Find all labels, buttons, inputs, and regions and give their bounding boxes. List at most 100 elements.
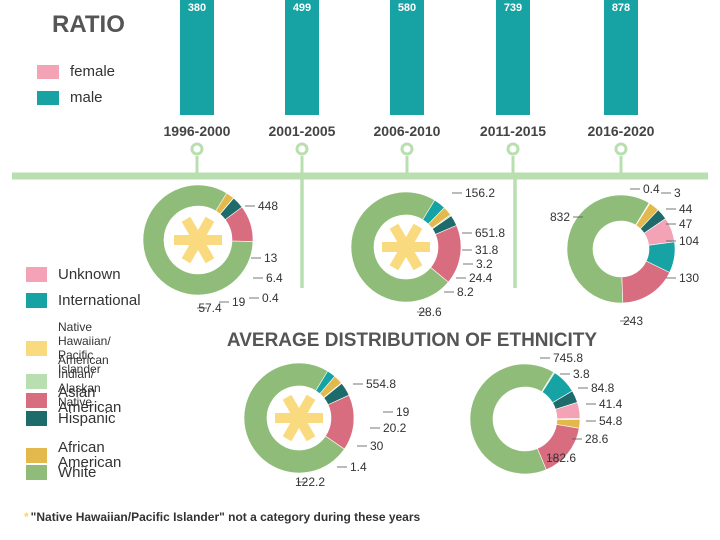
data-label: 28.6: [585, 432, 609, 446]
male-bar-value: 878: [612, 2, 630, 14]
american-indian-swatch: [26, 373, 47, 389]
footnote-star-icon: *: [24, 510, 29, 524]
american-indian-label: American Indian/Alaskan Native: [58, 353, 109, 409]
period-label-2011-2015: 2011-2015: [480, 123, 546, 139]
data-label: 243: [623, 314, 643, 328]
data-label: 57.4: [198, 301, 222, 315]
african-american-swatch: [26, 447, 47, 463]
slice-asian-american: [621, 260, 671, 304]
data-label: 554.8: [366, 377, 396, 391]
male-bar-value: 580: [398, 2, 416, 14]
asian-american-swatch: [26, 392, 47, 408]
female-label: female: [70, 63, 116, 80]
legend-african-american: African American: [26, 440, 121, 470]
data-label: 20.2: [383, 421, 407, 435]
unknown-swatch: [26, 267, 47, 282]
legend-native-hawaiian: Native Hawaiian/Pacific Islander: [26, 320, 111, 376]
data-label: 448: [258, 199, 278, 213]
data-label: 745.8: [553, 351, 583, 365]
timeline-marker: [506, 142, 520, 156]
data-label: 30: [370, 439, 384, 453]
slice-white: [566, 194, 650, 304]
male-bar-value: 499: [293, 2, 311, 14]
male-bar-1996-2000: [180, 0, 214, 115]
native-hawaiian-label-line2: Pacific Islander: [58, 348, 101, 376]
data-label: 130: [679, 271, 699, 285]
period-label-2001-2005: 2001-2005: [269, 123, 336, 139]
donut-chart-2006-2010: 554.819 20.2 301.4 122.2: [243, 362, 410, 489]
period-label-2006-2010: 2006-2010: [374, 123, 441, 139]
international-swatch: [26, 293, 47, 308]
timeline: [12, 172, 708, 288]
slice-asian-american: [430, 225, 462, 283]
data-label: 182.6: [546, 451, 576, 465]
ratio-title: RATIO: [52, 11, 125, 38]
data-label: 6.4: [266, 271, 283, 285]
data-label: 24.4: [469, 271, 493, 285]
asterisk-icon: [174, 216, 222, 264]
data-label: 28.6: [418, 305, 442, 319]
donut-chart-2011-2015: 745.8 3.884.8 41.4 54.8 28.6 182.6: [469, 351, 623, 475]
hispanic-swatch: [26, 411, 47, 426]
donut-chart-1996-2000: 448 13 6.4 19 0.4 57.4: [142, 184, 283, 315]
period-layer: 1996-2000 2001-2005 2006-2010 2011-2015 2016…: [164, 123, 655, 176]
hispanic-label: Hispanic: [58, 410, 116, 427]
data-label: 651.8: [475, 226, 505, 240]
american-indian-label-line2: Alaskan Native: [58, 381, 101, 409]
donut-chart-2001-2005: 651.8 31.83.224.48.2 28.6 156.2: [350, 186, 505, 319]
ratio-legend-female: female: [37, 64, 115, 79]
data-label: 8.2: [457, 285, 474, 299]
white-label: White: [58, 464, 97, 481]
data-label: 54.8: [599, 414, 623, 428]
data-label: 3: [674, 186, 681, 200]
timeline-marker: [614, 142, 628, 156]
data-label: 47: [679, 217, 693, 231]
slice-asian-american: [325, 394, 355, 450]
data-label: 84.8: [591, 381, 615, 395]
footnote: * "Native Hawaiian/Pacific Islander" not …: [24, 510, 420, 524]
legend-american-indian: American Indian/Alaskan Native: [26, 353, 109, 409]
female-swatch: [37, 64, 59, 79]
data-label: 104: [679, 234, 699, 248]
data-label: 156.2: [465, 186, 495, 200]
data-label: 13: [264, 251, 278, 265]
native-hawaiian-swatch: [26, 340, 47, 356]
data-label: 3.2: [476, 257, 493, 271]
data-label: 122.2: [295, 475, 325, 489]
male-bar-value: 380: [188, 2, 206, 14]
data-label: 41.4: [599, 397, 623, 411]
data-label: 19: [232, 295, 246, 309]
period-label-1996-2000: 1996-2000: [164, 123, 231, 139]
slice-asian-american: [537, 424, 580, 471]
legend-asian-american: Asian American: [26, 385, 121, 415]
data-label: 0.4: [262, 291, 279, 305]
donut-charts-layer: 448 13 6.4 19 0.4 57.4 651.8 31.83.224.48.2 28.6…: [142, 182, 699, 489]
slice-asian-american: [224, 206, 254, 242]
unknown-label: Unknown: [58, 266, 121, 283]
timeline-marker: [295, 142, 309, 156]
native-hawaiian-label-line1: Native Hawaiian/: [58, 320, 111, 348]
timeline-marker: [400, 142, 414, 156]
native-hawaiian-label: Native Hawaiian/Pacific Islander: [58, 320, 111, 376]
slice-white: [243, 362, 345, 474]
legend-white: White: [26, 465, 96, 480]
african-american-label: African American: [58, 439, 122, 471]
international-label: International: [58, 292, 141, 309]
asterisk-icon: [275, 394, 323, 442]
male-label: male: [70, 89, 103, 106]
slice-white: [350, 191, 449, 303]
ethnicity-title: AVERAGE DISTRIBUTION OF ETHNICITY: [227, 330, 597, 351]
legend-hispanic: Hispanic: [26, 411, 116, 426]
white-swatch: [26, 465, 47, 480]
timeline-marker: [190, 142, 204, 156]
data-label: 1.4: [350, 460, 367, 474]
footnote-text: "Native Hawaiian/Pacific Islander" not a…: [30, 510, 421, 524]
male-bars-layer: 380 499 580 739 878: [180, 0, 638, 115]
data-label: 44: [679, 202, 693, 216]
data-label: 31.8: [475, 243, 499, 257]
ratio-legend-male: male: [37, 90, 103, 105]
male-bar-value: 739: [504, 2, 522, 14]
male-swatch: [37, 90, 59, 105]
